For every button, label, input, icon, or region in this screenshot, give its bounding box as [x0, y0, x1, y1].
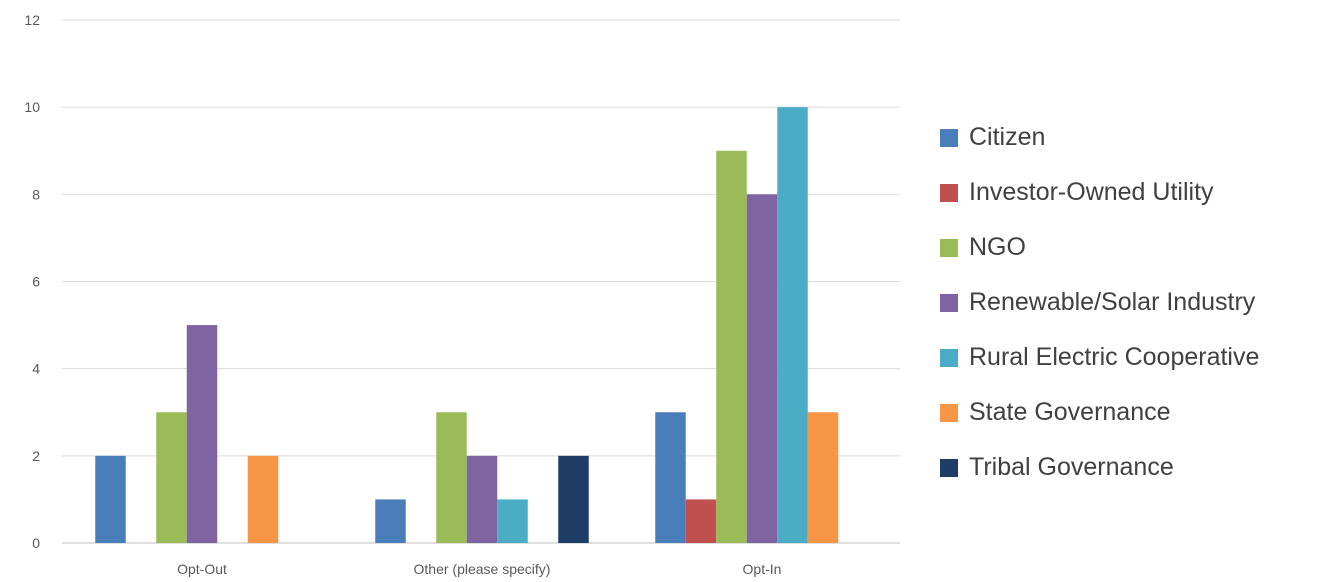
legend-label: Citizen: [969, 123, 1046, 151]
legend-item: Rural Electric Cooperative: [940, 330, 1259, 385]
bar-chart: 0 2 4 6 8 10 12 Opt-Out Other (please specify) Op…: [24, 12, 900, 577]
legend-swatch: [940, 348, 958, 367]
legend-label: Rural Electric Cooperative: [969, 343, 1260, 371]
bar-investor-owned-utility: [685, 499, 717, 543]
bar-renewable-solar-industry: [746, 194, 778, 544]
y-tick-label: 4: [32, 361, 40, 377]
y-tick-label: 0: [32, 535, 40, 551]
bar-rural-electric-cooperative: [497, 499, 528, 543]
legend-label: NGO: [969, 233, 1026, 261]
bar-state-governance: [807, 412, 839, 543]
bar-ngo: [716, 150, 747, 543]
bar-rural-electric-cooperative: [777, 107, 808, 544]
legend-item: Investor-Owned Utility: [940, 165, 1259, 220]
bar-citizen: [655, 412, 686, 543]
bar-citizen: [375, 499, 406, 543]
y-tick-label: 6: [32, 274, 40, 290]
legend-label: Tribal Governance: [969, 453, 1174, 481]
legend-swatch: [940, 238, 958, 257]
legend-swatch: [940, 403, 958, 422]
y-tick-label: 2: [32, 448, 40, 464]
legend-label: Renewable/Solar Industry: [969, 288, 1256, 316]
legend-swatch: [940, 293, 958, 312]
legend: Citizen Investor-Owned Utility NGO Renewabl…: [940, 110, 1259, 495]
x-tick-label: Opt-Out: [177, 561, 227, 577]
bar-citizen: [95, 455, 126, 543]
bar-renewable-solar-industry: [186, 325, 218, 543]
legend-label: Investor-Owned Utility: [969, 178, 1214, 206]
legend-item: State Governance: [940, 385, 1259, 440]
legend-item: NGO: [940, 220, 1259, 275]
y-tick-label: 12: [24, 12, 40, 28]
bar-tribal-governance: [558, 455, 589, 543]
x-tick-label: Other (please specify): [414, 561, 551, 577]
legend-item: Renewable/Solar Industry: [940, 275, 1259, 330]
legend-label: State Governance: [969, 398, 1171, 426]
legend-swatch: [940, 128, 958, 147]
bar-state-governance: [247, 455, 279, 543]
x-tick-label: Opt-In: [743, 561, 782, 577]
y-tick-label: 8: [32, 186, 40, 202]
legend-item: Tribal Governance: [940, 440, 1259, 495]
legend-swatch: [940, 183, 958, 202]
bar-ngo: [156, 412, 187, 543]
bar-ngo: [436, 412, 467, 543]
legend-swatch: [940, 458, 958, 477]
bar-renewable-solar-industry: [466, 455, 498, 543]
y-tick-label: 10: [24, 99, 40, 115]
legend-item: Citizen: [940, 110, 1259, 165]
